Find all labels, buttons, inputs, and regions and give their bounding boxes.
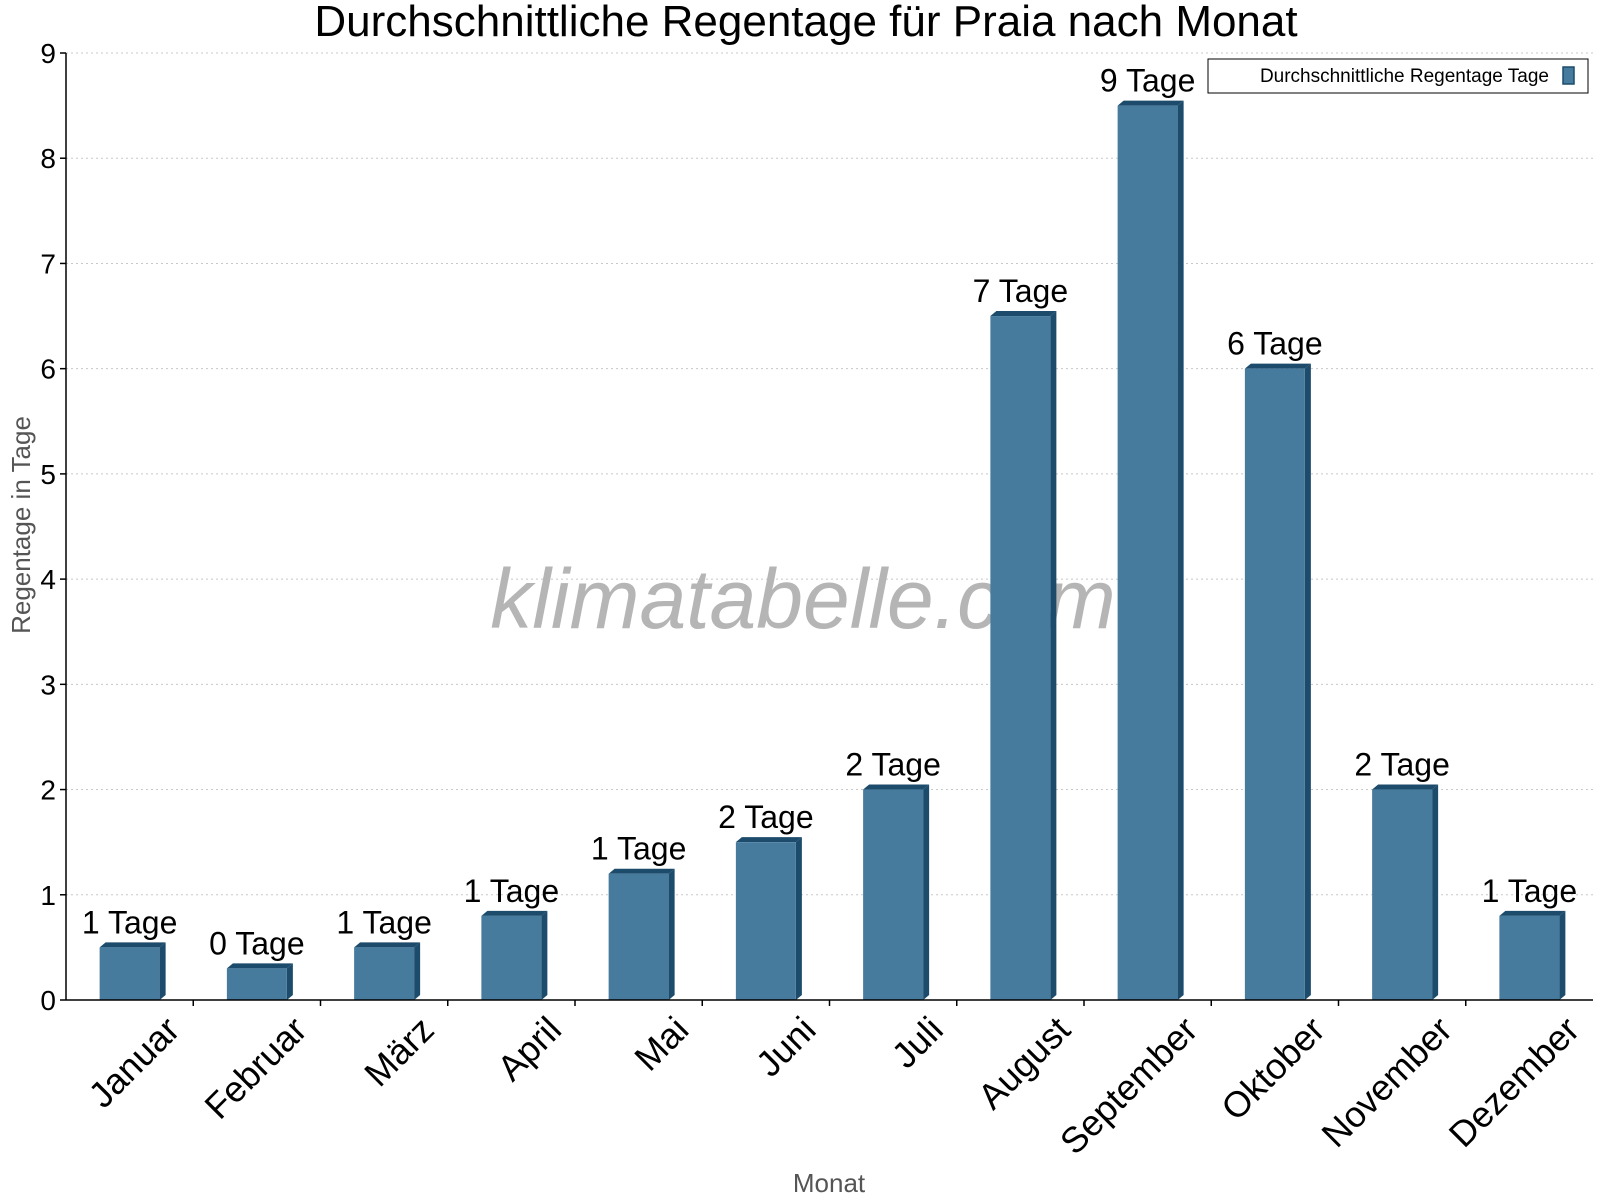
bar xyxy=(990,316,1051,1000)
bar xyxy=(1117,105,1178,1001)
x-tick-label: April xyxy=(489,1009,569,1089)
bar-top xyxy=(990,311,1057,317)
bar-side xyxy=(668,868,675,1000)
bars xyxy=(99,100,1566,1001)
x-tick-label: Februar xyxy=(196,1009,314,1127)
bar-side xyxy=(1050,311,1057,1000)
y-tick-label: 8 xyxy=(40,143,56,174)
data-label: 2 Tage xyxy=(845,747,941,783)
bar-dezember xyxy=(1499,910,1566,1000)
data-label: 1 Tage xyxy=(336,904,432,940)
x-tick-label: Mai xyxy=(626,1009,696,1079)
bar-side xyxy=(414,942,421,1000)
data-label: 9 Tage xyxy=(1100,63,1196,99)
bar xyxy=(1244,368,1305,1001)
x-tick-label: Oktober xyxy=(1213,1009,1333,1129)
data-label: 2 Tage xyxy=(1354,747,1450,783)
bar-side xyxy=(541,910,548,1000)
x-tick-label: Juni xyxy=(748,1009,824,1085)
x-tick-label: März xyxy=(356,1009,442,1095)
bar-top xyxy=(226,963,293,969)
bar-juli xyxy=(863,784,930,1000)
y-tick-label: 1 xyxy=(40,880,56,911)
bar-side xyxy=(1432,784,1439,1000)
bar-side xyxy=(286,963,293,1000)
bar-side xyxy=(1304,363,1311,1001)
bar-oktober xyxy=(1244,363,1311,1001)
bar-februar xyxy=(226,963,293,1000)
bar xyxy=(481,915,542,1000)
y-axis-title: Regentage in Tage xyxy=(6,416,36,634)
y-tick-label: 0 xyxy=(40,985,56,1016)
bar-top xyxy=(1372,784,1439,790)
x-tick-label: August xyxy=(970,1009,1078,1117)
bar xyxy=(863,789,924,1000)
y-tick-label: 4 xyxy=(40,564,56,595)
data-label: 6 Tage xyxy=(1227,326,1323,362)
data-label: 1 Tage xyxy=(464,873,560,909)
bar-mai xyxy=(608,868,675,1000)
y-tick-label: 5 xyxy=(40,459,56,490)
x-tick-label: Januar xyxy=(80,1009,187,1116)
legend-swatch xyxy=(1562,66,1575,85)
bar-side xyxy=(1177,100,1184,1001)
bar-august xyxy=(990,311,1057,1000)
chart-title: Durchschnittliche Regentage für Praia na… xyxy=(314,0,1297,46)
bar-top xyxy=(1499,910,1566,916)
x-tick-label: Dezember xyxy=(1441,1009,1587,1155)
bar-top xyxy=(354,942,421,948)
data-labels: 1 Tage 0 Tage 1 Tage 1 Tage 1 Tage 2 Tage 2 Ta… xyxy=(82,63,1577,962)
bar xyxy=(226,968,287,1000)
bar xyxy=(735,842,796,1000)
bar-top xyxy=(608,868,675,874)
y-tick-label: 2 xyxy=(40,775,56,806)
data-label: 1 Tage xyxy=(591,831,687,867)
bar-side xyxy=(159,942,166,1000)
x-tick-label: November xyxy=(1313,1009,1459,1155)
bar xyxy=(608,873,669,1000)
y-tick-label: 3 xyxy=(40,669,56,700)
bar-top xyxy=(863,784,930,790)
x-tick-label: September xyxy=(1052,1009,1206,1163)
bar xyxy=(1499,915,1560,1000)
bar-september xyxy=(1117,100,1184,1001)
bar-top xyxy=(1244,363,1311,369)
bar-januar xyxy=(99,942,166,1000)
y-tick-label: 9 xyxy=(40,38,56,69)
bar-side xyxy=(923,784,930,1000)
bar-top xyxy=(99,942,166,948)
bar-april xyxy=(481,910,548,1000)
x-tick-label: Juli xyxy=(884,1009,951,1076)
legend: Durchschnittliche Regentage Tage xyxy=(1207,58,1589,94)
bar xyxy=(1372,789,1433,1000)
legend-label: Durchschnittliche Regentage Tage xyxy=(1260,66,1549,87)
data-label: 1 Tage xyxy=(1482,873,1578,909)
bar-top xyxy=(735,837,802,843)
data-label: 2 Tage xyxy=(718,799,814,835)
bar-side xyxy=(1559,910,1566,1000)
data-label: 1 Tage xyxy=(82,904,178,940)
bar xyxy=(354,947,415,1000)
bar-top xyxy=(481,910,548,916)
data-label: 7 Tage xyxy=(973,273,1069,309)
bar xyxy=(99,947,160,1000)
x-axis-title: Monat xyxy=(793,1168,866,1198)
bar-top xyxy=(1117,100,1184,106)
y-tick-label: 7 xyxy=(40,248,56,279)
y-tick-label: 6 xyxy=(40,354,56,385)
bar-märz xyxy=(354,942,421,1000)
bar-side xyxy=(795,837,802,1000)
bar-november xyxy=(1372,784,1439,1000)
data-label: 0 Tage xyxy=(209,925,305,961)
bar-juni xyxy=(735,837,802,1000)
legend-box xyxy=(1207,58,1589,94)
